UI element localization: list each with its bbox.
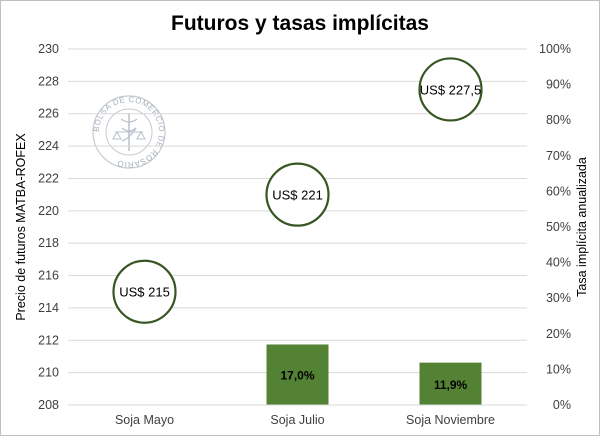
left-tick-label: 230 bbox=[38, 42, 59, 56]
right-tick-label: 70% bbox=[546, 149, 571, 163]
category-label: Soja Noviembre bbox=[406, 413, 495, 427]
bubble-data-label: US$ 215 bbox=[119, 285, 170, 300]
bubble-data-label: US$ 221 bbox=[272, 188, 323, 203]
left-tick-label: 212 bbox=[38, 333, 59, 347]
chart-title: Futuros y tasas implícitas bbox=[171, 12, 429, 35]
bar bbox=[419, 362, 482, 405]
category-label: Soja Mayo bbox=[115, 413, 174, 427]
bubble-series: US$ 215 US$ 221 US$ 227,5 bbox=[112, 57, 483, 324]
right-tick-label: 80% bbox=[546, 113, 571, 127]
right-tick-label: 90% bbox=[546, 78, 571, 92]
bubble-data-label: US$ 227,5 bbox=[420, 82, 481, 97]
bar-data-label: 11,9% bbox=[434, 378, 468, 392]
left-tick-label: 224 bbox=[38, 139, 59, 153]
left-tick-label: 214 bbox=[38, 301, 59, 315]
left-tick-label: 208 bbox=[38, 398, 59, 412]
right-axis-label: Tasa implícita anualizada bbox=[575, 157, 589, 297]
left-tick-label: 226 bbox=[38, 107, 59, 121]
left-tick-label: 210 bbox=[38, 366, 59, 380]
left-axis-ticks: 208 210 212 214 216 218 220 222 224 226 228 230 bbox=[38, 42, 59, 412]
left-tick-label: 218 bbox=[38, 236, 59, 250]
category-label: Soja Julio bbox=[270, 413, 324, 427]
right-tick-label: 40% bbox=[546, 256, 571, 270]
right-tick-label: 60% bbox=[546, 184, 571, 198]
right-axis-ticks: 0% 10% 20% 30% 40% 50% 60% 70% 80% 90% 100% bbox=[539, 42, 571, 412]
left-tick-label: 216 bbox=[38, 269, 59, 283]
left-tick-label: 228 bbox=[38, 74, 59, 88]
left-axis-label: Precio de futuros MATBA-ROFEX bbox=[14, 133, 28, 321]
category-labels: Soja Mayo Soja Julio Soja Noviembre bbox=[115, 413, 495, 427]
bar bbox=[266, 344, 329, 405]
left-tick-label: 222 bbox=[38, 171, 59, 185]
right-tick-label: 30% bbox=[546, 291, 571, 305]
right-tick-label: 0% bbox=[553, 398, 571, 412]
bubble bbox=[112, 259, 177, 324]
right-tick-label: 10% bbox=[546, 362, 571, 376]
bubble bbox=[265, 162, 330, 227]
right-tick-label: 100% bbox=[539, 42, 571, 56]
bar-data-label: 17,0% bbox=[280, 369, 314, 383]
watermark-seal: BOLSA DE COMERCIO DE ROSARIO bbox=[92, 95, 166, 169]
bubble bbox=[418, 57, 483, 122]
right-tick-label: 20% bbox=[546, 327, 571, 341]
left-tick-label: 220 bbox=[38, 204, 59, 218]
bar-series: 17,0% 11,9% bbox=[266, 344, 482, 405]
right-tick-label: 50% bbox=[546, 220, 571, 234]
